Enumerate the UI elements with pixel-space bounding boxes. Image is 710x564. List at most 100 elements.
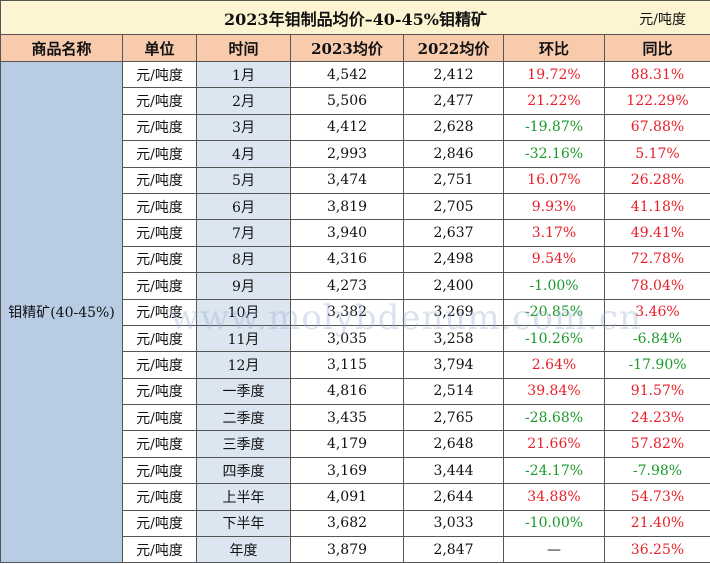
data-row: 元/吨度 年度 3,879 2,847—36.25% (1, 536, 710, 564)
title: 2023年钼制品均价–40-45%钼精矿 (224, 9, 487, 29)
price-2022: 2,412 (403, 60, 504, 89)
unit-cell: 元/吨度 (122, 456, 197, 485)
price-2023: 3,819 (290, 192, 404, 221)
yoy-change: 88.31% (604, 60, 710, 89)
time-cell: 4月 (196, 140, 291, 168)
mom-change: 3.17% (503, 219, 605, 247)
mom-change: -20.85% (503, 298, 605, 326)
price-2023: 4,816 (290, 377, 404, 406)
price-2023: 3,035 (290, 324, 404, 353)
time-cell: 11月 (196, 324, 291, 353)
unit-cell: 元/吨度 (122, 245, 197, 274)
time-cell: 二季度 (196, 404, 291, 432)
yoy-change: 67.88% (604, 113, 710, 142)
price-2022: 2,477 (403, 87, 504, 115)
price-2023: 3,682 (290, 509, 404, 538)
unit-cell: 元/吨度 (122, 404, 197, 432)
yoy-change: 36.25% (604, 536, 710, 564)
price-2023: 4,091 (290, 483, 404, 511)
unit-cell: 元/吨度 (122, 377, 197, 406)
yoy-change: 72.78% (604, 245, 710, 274)
mom-change: 34.88% (503, 483, 605, 511)
time-cell: 年度 (196, 536, 291, 564)
price-2023: 4,542 (290, 60, 404, 89)
yoy-change: -17.90% (604, 351, 710, 379)
column-header: 同比 (604, 34, 710, 62)
price-2022: 2,514 (403, 377, 504, 406)
column-header: 时间 (196, 34, 291, 62)
unit-cell: 元/吨度 (122, 509, 197, 538)
unit-cell: 元/吨度 (122, 430, 197, 458)
mom-change: 19.72% (503, 60, 605, 89)
unit-cell: 元/吨度 (122, 113, 197, 142)
yoy-change: 54.73% (604, 483, 710, 511)
yoy-change: 122.29% (604, 87, 710, 115)
unit-cell: 元/吨度 (122, 166, 197, 194)
column-header: 2023均价 (290, 34, 404, 62)
unit-cell: 元/吨度 (122, 272, 197, 300)
yoy-change: 24.23% (604, 404, 710, 432)
data-row: 元/吨度 8月 4,316 2,498 9.54% 72.78% (1, 245, 710, 274)
data-row: 元/吨度 3月 4,412 2,628 -19.87% 67.88% (1, 113, 710, 142)
price-2023: 4,412 (290, 113, 404, 142)
time-cell: 5月 (196, 166, 291, 194)
unit-cell: 元/吨度 (122, 483, 197, 511)
time-cell: 8月 (196, 245, 291, 274)
data-row: 元/吨度 四季度 3,169 3,444 -24.17% -7.98% (1, 456, 710, 485)
price-2023: 3,435 (290, 404, 404, 432)
data-row: 元/吨度 9月 4,273 2,400 -1.00% 78.04% (1, 272, 710, 300)
yoy-change: -6.84% (604, 324, 710, 353)
header-row: 商品名称 单位 时间 2023均价 2022均价 环比 同比 (0, 34, 710, 62)
data-row: 元/吨度 11月 3,035 3,258 -10.26% -6.84% (1, 324, 710, 353)
data-row: 元/吨度 一季度 4,816 2,514 39.84% 91.57% (1, 377, 710, 406)
mom-change: 9.93% (503, 192, 605, 221)
price-2022: 2,846 (403, 140, 504, 168)
time-cell: 三季度 (196, 430, 291, 458)
time-cell: 10月 (196, 298, 291, 326)
mom-change: 39.84% (503, 377, 605, 406)
mom-change: -32.16% (503, 140, 605, 168)
yoy-change: 41.18% (604, 192, 710, 221)
yoy-change: 78.04% (604, 272, 710, 300)
unit-cell: 元/吨度 (122, 140, 197, 168)
data-row: 元/吨度 下半年 3,682 3,033 -10.00% 21.40% (1, 509, 710, 538)
yoy-change: 57.82% (604, 430, 710, 458)
time-cell: 一季度 (196, 377, 291, 406)
unit-cell: 元/吨度 (122, 351, 197, 379)
yoy-change: 5.17% (604, 140, 710, 168)
data-row: 元/吨度 12月 3,115 3,794 2.64% -17.90% (1, 351, 710, 379)
mom-change: -19.87% (503, 113, 605, 142)
yoy-change: 49.41% (604, 219, 710, 247)
mom-change: -10.26% (503, 324, 605, 353)
yoy-change: 91.57% (604, 377, 710, 406)
price-2022: 2,628 (403, 113, 504, 142)
column-header: 商品名称 (0, 34, 123, 62)
price-2022: 3,258 (403, 324, 504, 353)
yoy-change: 3.46% (604, 298, 710, 326)
price-2022: 2,400 (403, 272, 504, 300)
yoy-change: 26.28% (604, 166, 710, 194)
time-cell: 上半年 (196, 483, 291, 511)
unit-cell: 元/吨度 (122, 192, 197, 221)
price-2023: 4,179 (290, 430, 404, 458)
time-cell: 1月 (196, 60, 291, 89)
price-2023: 4,273 (290, 272, 404, 300)
price-2022: 2,498 (403, 245, 504, 274)
data-row: 元/吨度 2月 5,506 2,477 21.22% 122.29% (1, 87, 710, 115)
yoy-change: 21.40% (604, 509, 710, 538)
price-2022: 2,644 (403, 483, 504, 511)
time-cell: 9月 (196, 272, 291, 300)
time-cell: 6月 (196, 192, 291, 221)
product-cell: 钼精矿(40-45%) (0, 60, 123, 564)
data-row: 元/吨度 5月 3,474 2,751 16.07% 26.28% (1, 166, 710, 194)
mom-change: 21.66% (503, 430, 605, 458)
data-row: 元/吨度 10月 3,382 3,269 -20.85% 3.46% (1, 298, 710, 326)
column-header: 单位 (122, 34, 197, 62)
price-2022: 2,751 (403, 166, 504, 194)
unit-cell: 元/吨度 (122, 536, 197, 564)
unit-cell: 元/吨度 (122, 298, 197, 326)
price-2023: 3,940 (290, 219, 404, 247)
